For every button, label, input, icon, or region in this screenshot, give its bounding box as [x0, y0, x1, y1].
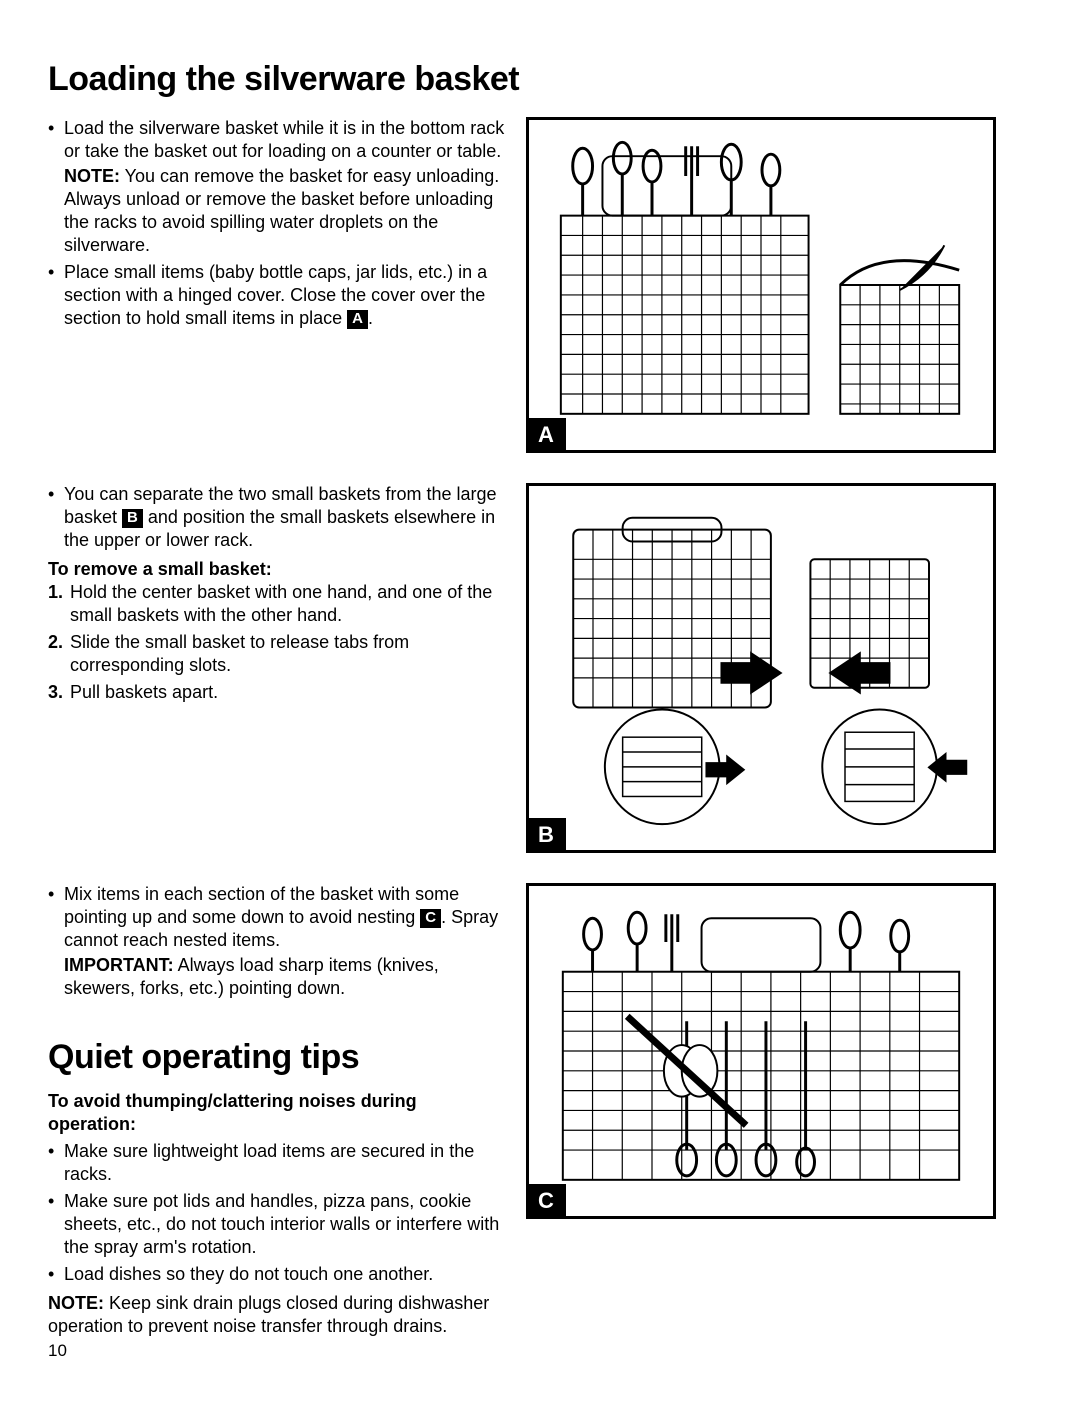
- important-label: IMPORTANT:: [64, 955, 174, 975]
- step-2-text: Slide the small basket to release tabs f…: [70, 632, 409, 675]
- callout-c: C: [420, 909, 441, 928]
- figure-a-label: A: [526, 418, 566, 453]
- row-section-a: Load the silverware basket while it is i…: [48, 117, 1032, 453]
- callout-b: B: [122, 509, 143, 528]
- bullet-list-a: Load the silverware basket while it is i…: [48, 117, 508, 330]
- bullet-list-d: Make sure lightweight load items are sec…: [48, 1140, 508, 1286]
- note-text: You can remove the basket for easy unloa…: [64, 166, 499, 255]
- bullet-a1: Load the silverware basket while it is i…: [48, 117, 508, 257]
- bullet-list-b: You can separate the two small baskets f…: [48, 483, 508, 552]
- figure-a: A: [526, 117, 996, 453]
- bullet-a1-note: NOTE: You can remove the basket for easy…: [64, 165, 508, 257]
- callout-a: A: [347, 310, 368, 329]
- step-3: Pull baskets apart.: [48, 681, 508, 704]
- heading-quiet-operating: Quiet operating tips: [48, 1036, 508, 1080]
- text-col-cd: Mix items in each section of the basket …: [48, 883, 526, 1362]
- note-label: NOTE:: [64, 166, 120, 186]
- bullet-d2: Make sure pot lids and handles, pizza pa…: [48, 1190, 508, 1259]
- heading-loading-silverware: Loading the silverware basket: [48, 60, 1032, 99]
- figure-col-a: A: [526, 117, 996, 453]
- row-section-cd: Mix items in each section of the basket …: [48, 883, 1032, 1362]
- text-col-b: You can separate the two small baskets f…: [48, 483, 526, 708]
- bullet-d1-text: Make sure lightweight load items are sec…: [64, 1141, 474, 1184]
- figure-b-label: B: [526, 818, 566, 853]
- bullet-d2-text: Make sure pot lids and handles, pizza pa…: [64, 1191, 499, 1257]
- step-2: Slide the small basket to release tabs f…: [48, 631, 508, 677]
- steps-remove-basket: Hold the center basket with one hand, an…: [48, 581, 508, 704]
- bottom-note: NOTE: Keep sink drain plugs closed durin…: [48, 1292, 508, 1338]
- bullet-a1-text: Load the silverware basket while it is i…: [64, 118, 504, 161]
- sub-heading-noises: To avoid thumping/clattering noises duri…: [48, 1090, 508, 1136]
- figure-col-c: C: [526, 883, 996, 1219]
- bottom-note-text: Keep sink drain plugs closed during dish…: [48, 1293, 489, 1336]
- figure-c-label: C: [526, 1184, 566, 1219]
- illustration-b-icon: [543, 500, 979, 836]
- important-line: IMPORTANT: Always load sharp items (kniv…: [64, 954, 508, 1000]
- step-1-text: Hold the center basket with one hand, an…: [70, 582, 492, 625]
- page-number: 10: [48, 1340, 508, 1362]
- bullet-d3: Load dishes so they do not touch one ano…: [48, 1263, 508, 1286]
- bullet-a2: Place small items (baby bottle caps, jar…: [48, 261, 508, 330]
- step-3-text: Pull baskets apart.: [70, 682, 218, 702]
- bullet-c1-text-a: Mix items in each section of the basket …: [64, 884, 459, 927]
- illustration-c-icon: [543, 900, 979, 1202]
- figure-c: C: [526, 883, 996, 1219]
- row-section-b: You can separate the two small baskets f…: [48, 483, 1032, 853]
- figure-b: B: [526, 483, 996, 853]
- step-1: Hold the center basket with one hand, an…: [48, 581, 508, 627]
- illustration-a-icon: [543, 134, 979, 436]
- manual-page: Loading the silverware basket Load the s…: [0, 0, 1080, 1403]
- figure-col-b: B: [526, 483, 996, 853]
- text-col-a: Load the silverware basket while it is i…: [48, 117, 526, 334]
- bullet-b1: You can separate the two small baskets f…: [48, 483, 508, 552]
- bullet-d1: Make sure lightweight load items are sec…: [48, 1140, 508, 1186]
- bullet-c1: Mix items in each section of the basket …: [48, 883, 508, 1000]
- sub-heading-remove-basket: To remove a small basket:: [48, 558, 508, 581]
- bullet-a2-text-b: .: [368, 308, 373, 328]
- bullet-d3-text: Load dishes so they do not touch one ano…: [64, 1264, 433, 1284]
- bullet-a2-text-a: Place small items (baby bottle caps, jar…: [64, 262, 487, 328]
- bullet-list-c: Mix items in each section of the basket …: [48, 883, 508, 1000]
- bottom-note-label: NOTE:: [48, 1293, 104, 1313]
